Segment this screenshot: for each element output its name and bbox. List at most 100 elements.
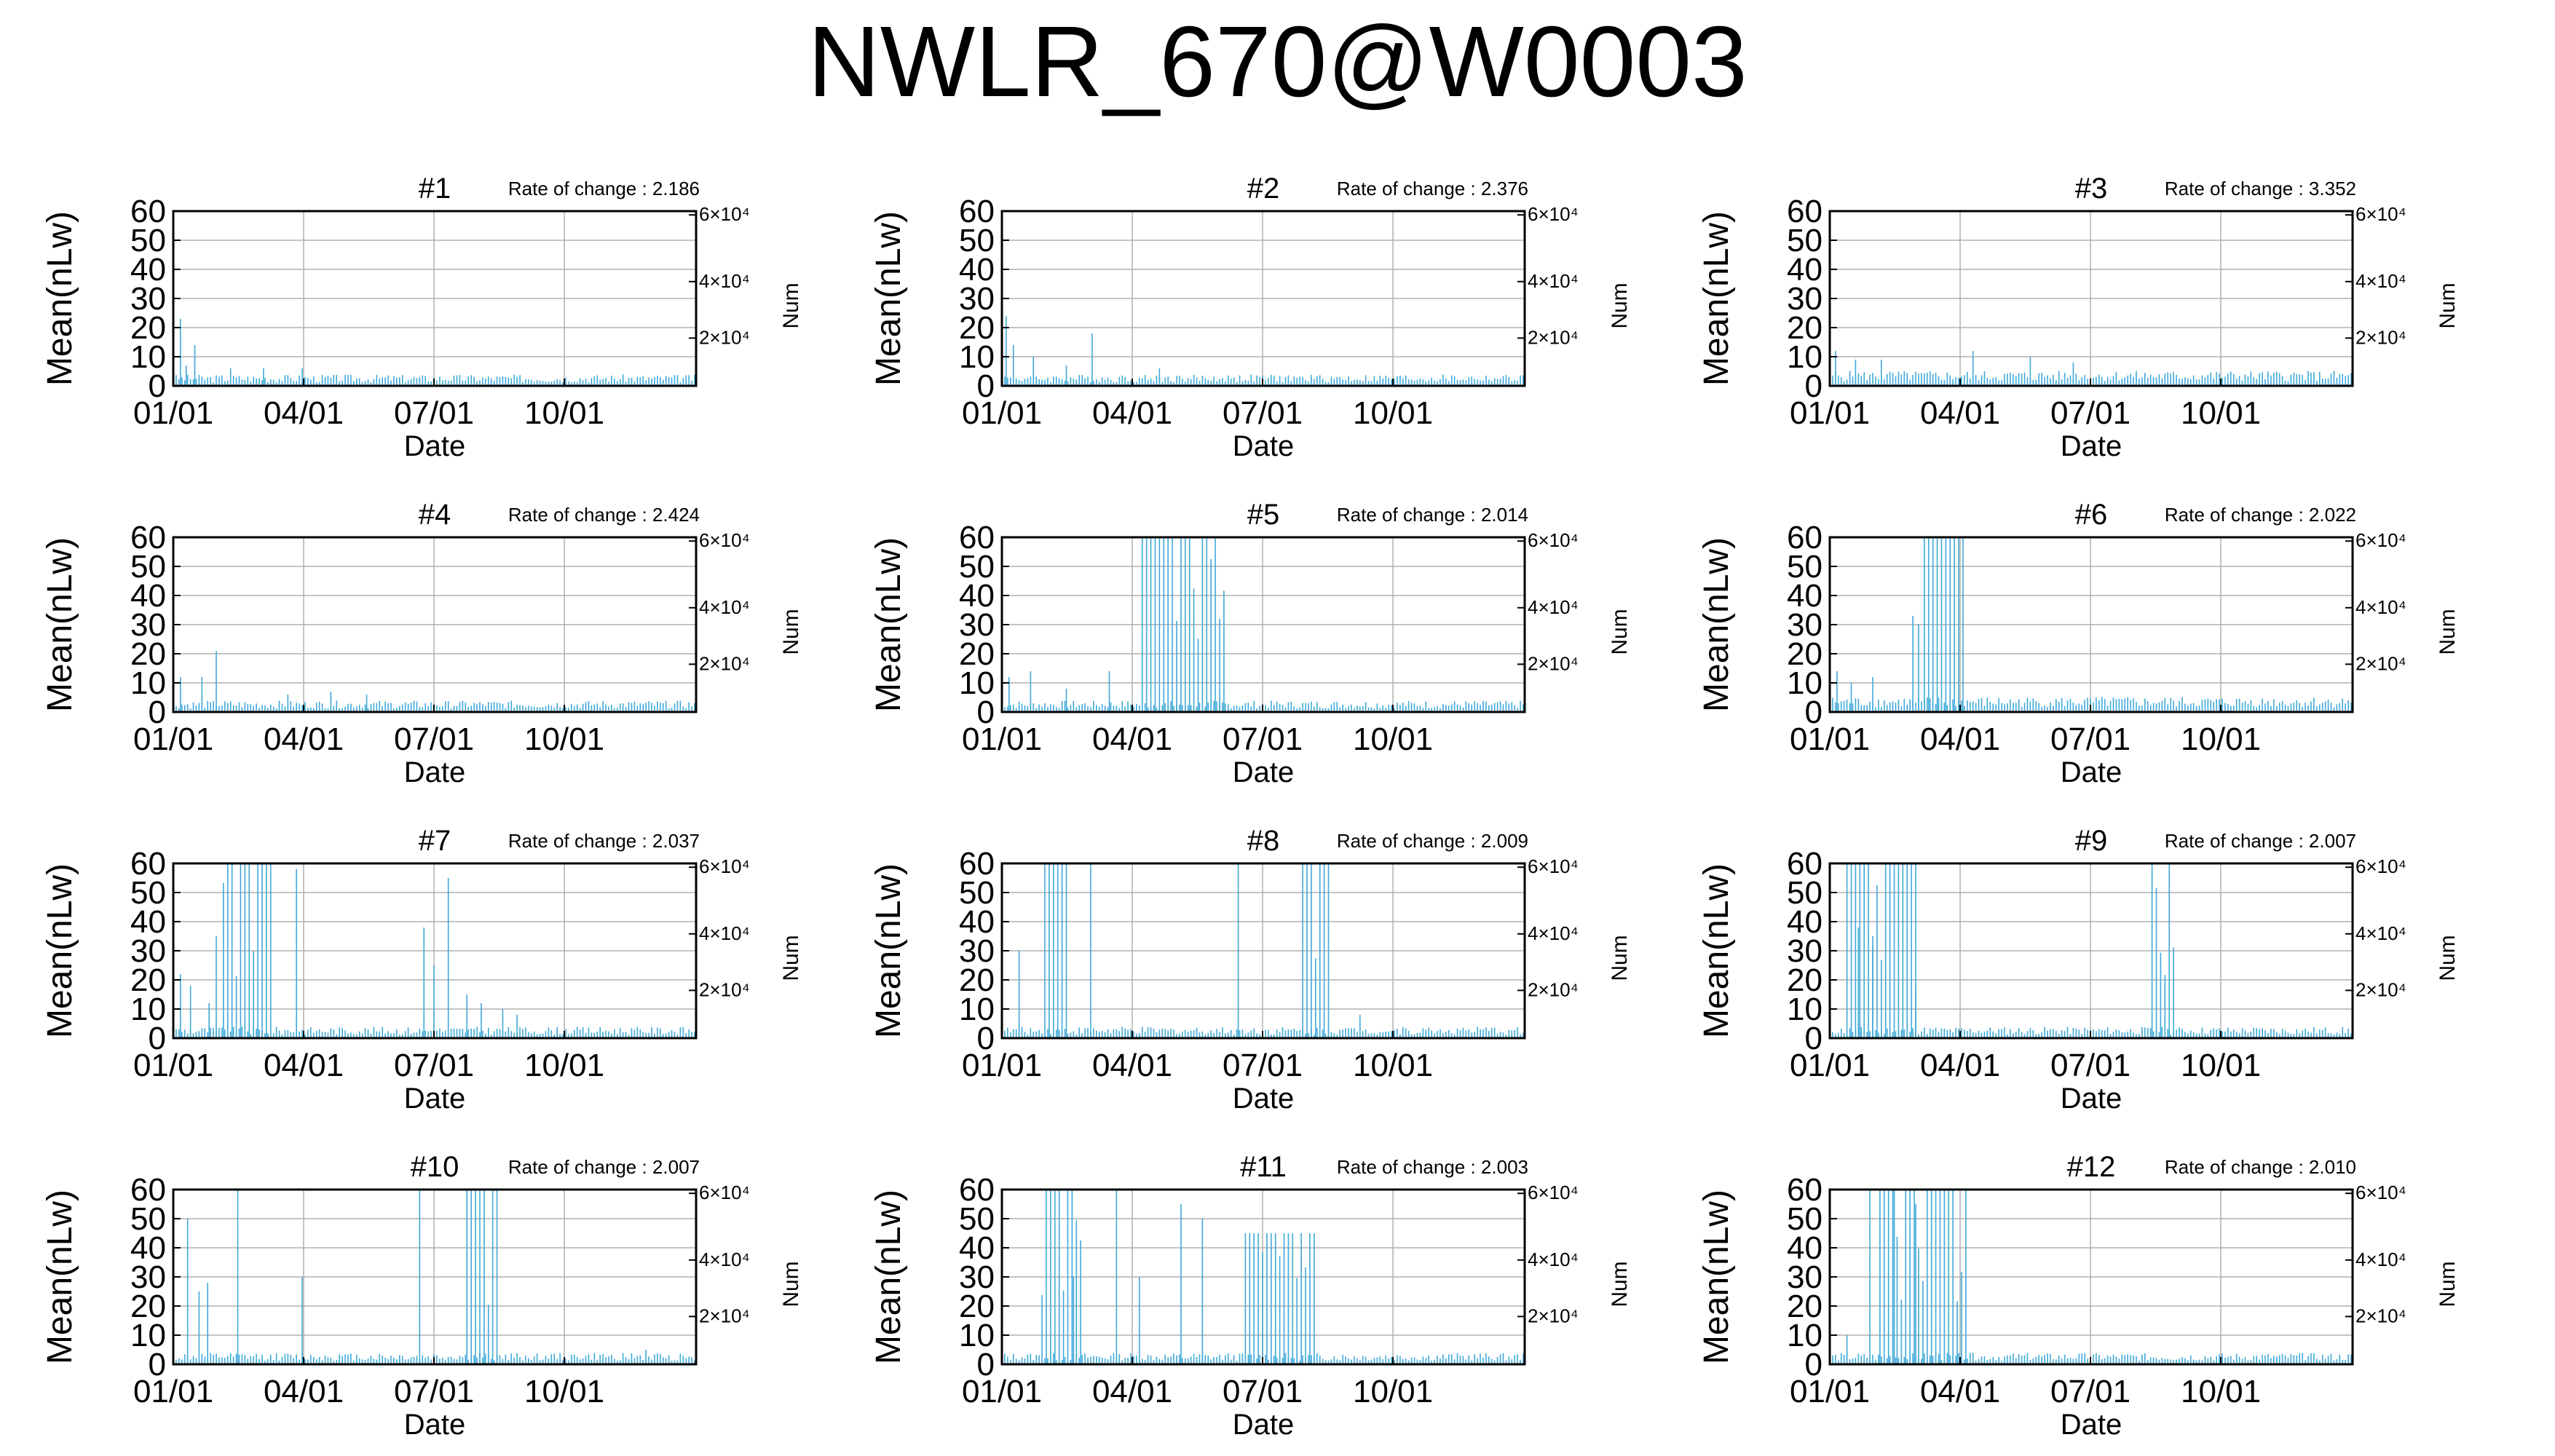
y-tick-label: 10 [1787,665,1823,701]
x-tick-label: 07/01 [394,1374,474,1409]
x-tick-label: 10/01 [2181,721,2261,757]
y2-tick-label: 6×10⁴ [1528,529,1579,551]
x-tick-label: 01/01 [1790,1048,1870,1083]
y-tick-label: 40 [959,1230,995,1266]
y-tick-label: 50 [130,875,166,911]
panel-title: #12 [2067,1151,2116,1183]
y-tick-label: 20 [1787,636,1823,672]
y2-tick-label: 4×10⁴ [699,922,750,944]
y-tick-label: 10 [959,992,995,1027]
x-tick-label: 04/01 [1092,395,1172,431]
y-tick-label: 40 [130,578,166,614]
rate-of-change-label: Rate of change : 2.009 [1337,830,1528,852]
rate-of-change-label: Rate of change : 2.014 [1337,504,1528,526]
y-tick-label: 60 [130,520,166,555]
y-tick-label: 0 [977,1021,995,1056]
y-tick-label: 0 [149,1021,166,1056]
x-tick-label: 10/01 [1353,721,1433,757]
x-tick-label: 07/01 [394,395,474,431]
x-tick-label: 04/01 [1920,721,2000,757]
y-tick-label: 0 [1805,1347,1823,1382]
y-tick-label: 50 [130,1201,166,1237]
x-axis-label: Date [1233,1409,1295,1441]
y2-tick-label: 2×10⁴ [699,652,750,674]
x-tick-label: 04/01 [1092,1048,1172,1083]
x-tick-label: 10/01 [524,1374,604,1409]
y2-axis-label: Num [779,935,803,981]
y-tick-label: 20 [959,1289,995,1324]
y-tick-label: 10 [959,1318,995,1353]
series-bars [1001,863,1524,1038]
x-axis-label: Date [2061,1409,2122,1441]
series-bars [1829,1190,2352,1364]
x-axis-label: Date [404,1409,466,1441]
y2-tick-label: 2×10⁴ [699,1305,750,1326]
y-tick-label: 50 [1787,1201,1823,1237]
rate-of-change-label: Rate of change : 2.007 [508,1156,700,1178]
rate-of-change-label: Rate of change : 2.186 [508,178,700,199]
panel-title: #6 [2075,499,2108,531]
y2-axis-label: Num [779,1261,803,1307]
series-bars [1829,863,2352,1038]
x-axis-label: Date [404,756,466,788]
x-tick-label: 07/01 [2050,1048,2131,1083]
y2-axis-label: Num [779,282,803,328]
y2-tick-label: 2×10⁴ [699,326,750,348]
y-tick-label: 60 [130,194,166,229]
y2-tick-label: 4×10⁴ [1528,922,1579,944]
y-tick-label: 50 [959,549,995,585]
x-tick-label: 04/01 [264,1048,344,1083]
y-tick-label: 50 [959,1201,995,1237]
panel-title: #9 [2075,825,2108,857]
x-tick-label: 01/01 [1790,395,1870,431]
series-bars [173,863,695,1038]
rate-of-change-label: Rate of change : 2.007 [2165,830,2356,852]
series-bars [1001,1190,1524,1364]
y-tick-label: 10 [959,665,995,701]
panel-title: #5 [1247,499,1280,531]
x-tick-label: 10/01 [524,395,604,431]
page-title: NWLR_670@W0003 [807,6,1748,118]
panel-title: #7 [419,825,451,857]
y2-tick-label: 6×10⁴ [699,529,750,551]
y-tick-label: 10 [130,992,166,1027]
y2-tick-label: 2×10⁴ [2355,978,2406,1000]
panel-title: #2 [1247,173,1280,205]
y2-tick-label: 6×10⁴ [2355,1182,2406,1203]
series-bars [1829,351,2352,386]
y-tick-label: 20 [130,636,166,672]
y-tick-label: 60 [1787,194,1823,229]
y-axis-label: Mean(nLw) [41,1190,79,1364]
y-tick-label: 40 [1787,904,1823,940]
y2-tick-label: 2×10⁴ [2355,326,2406,348]
y2-tick-label: 6×10⁴ [2355,529,2406,551]
y2-tick-label: 4×10⁴ [1528,270,1579,292]
x-tick-label: 07/01 [2050,1374,2131,1409]
x-axis-label: Date [2061,430,2122,462]
x-tick-label: 07/01 [1223,1048,1303,1083]
y-tick-label: 30 [959,607,995,643]
panel-title: #3 [2075,173,2108,205]
y-tick-label: 0 [977,1347,995,1382]
y-tick-label: 50 [1787,223,1823,258]
y2-axis-label: Num [1608,282,1632,328]
x-axis-label: Date [2061,756,2122,788]
y2-tick-label: 2×10⁴ [1528,652,1579,674]
y-tick-label: 10 [130,339,166,375]
x-tick-label: 04/01 [1920,1048,2000,1083]
x-tick-label: 01/01 [133,395,213,431]
y-axis-label: Mean(nLw) [1697,863,1736,1038]
y-axis-label: Mean(nLw) [869,863,908,1038]
y-tick-label: 40 [130,1230,166,1266]
y2-tick-label: 4×10⁴ [1528,1249,1579,1270]
x-axis-label: Date [404,1083,466,1115]
panel-title: #4 [419,499,451,531]
y-axis-label: Mean(nLw) [41,211,79,386]
y-tick-label: 30 [959,933,995,969]
